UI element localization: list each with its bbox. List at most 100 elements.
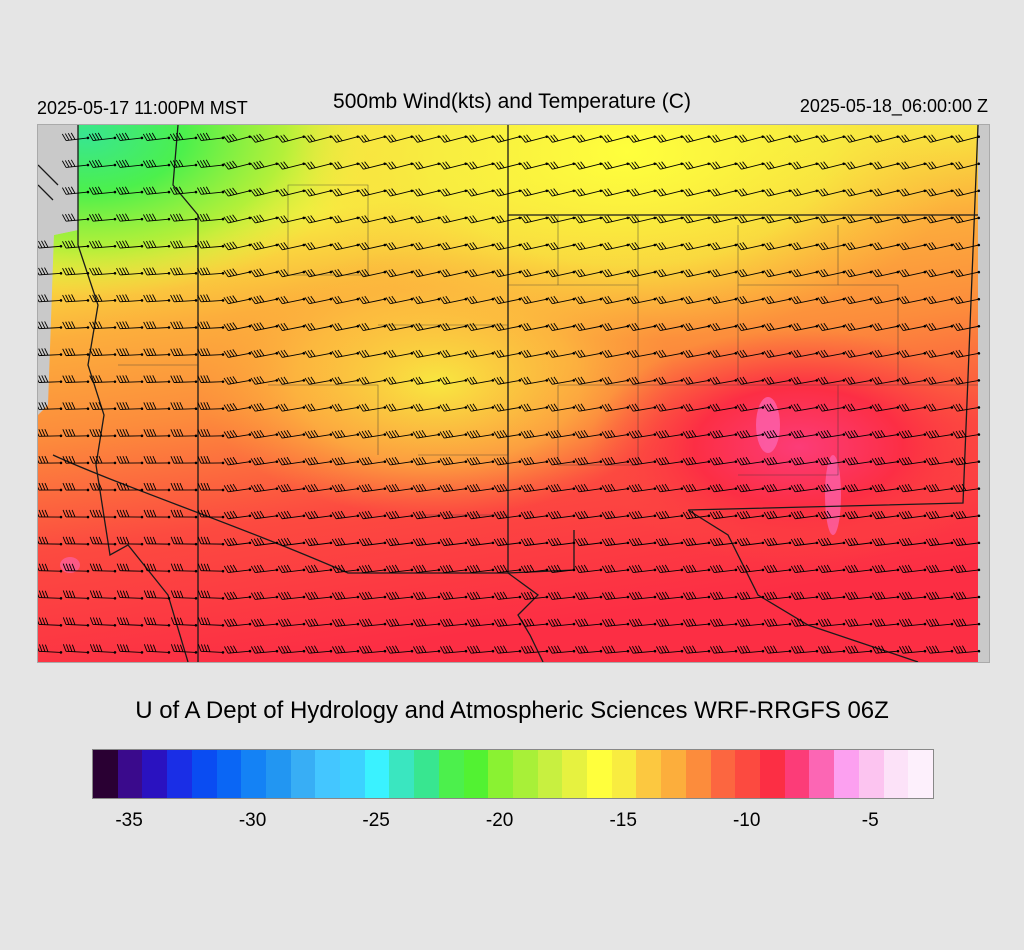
wind-barb	[439, 403, 468, 412]
wind-barb	[358, 215, 387, 224]
wind-barb	[412, 376, 441, 385]
wind-barb	[655, 510, 684, 520]
wind-barb	[655, 564, 684, 573]
wind-barb	[466, 188, 495, 197]
wind-barb	[952, 295, 981, 305]
colorbar-swatch	[587, 750, 612, 798]
wind-barb	[871, 618, 900, 627]
wind-barb	[817, 403, 846, 412]
wind-barb	[412, 295, 441, 305]
colorbar-swatch	[661, 750, 686, 798]
wind-barb	[682, 242, 711, 251]
wind-barb	[520, 456, 549, 466]
wind-barb	[358, 483, 387, 493]
wind-barb	[331, 134, 360, 143]
wind-barb	[655, 376, 684, 385]
wind-barb	[89, 294, 117, 303]
wind-barb	[89, 348, 117, 357]
wind-barb	[655, 591, 684, 600]
colorbar-swatch	[784, 750, 810, 798]
wind-barb	[62, 482, 90, 492]
wind-barb	[277, 618, 306, 627]
wind-barb	[601, 161, 630, 170]
wind-barb	[170, 267, 198, 276]
wind-barb	[493, 483, 522, 493]
wind-barb	[331, 483, 360, 493]
wind-barb	[574, 618, 603, 627]
wind-barb	[709, 322, 738, 331]
wind-barb	[304, 161, 333, 170]
wind-barb	[466, 564, 495, 573]
wind-barb	[817, 429, 846, 439]
wind-barb	[547, 215, 576, 224]
colorbar-swatch	[562, 750, 588, 798]
wind-barb	[763, 456, 792, 466]
wind-barb	[628, 349, 657, 358]
wind-barb	[628, 403, 657, 412]
wind-barb	[574, 188, 603, 197]
wind-barb	[763, 510, 792, 520]
wind-barb	[547, 483, 576, 493]
wind-barb	[493, 295, 522, 305]
wind-barb	[736, 295, 765, 305]
wind-barb	[628, 134, 657, 143]
wind-barb	[386, 645, 414, 654]
wind-barb	[601, 618, 630, 627]
wind-barb	[89, 267, 117, 276]
wind-barb	[844, 322, 873, 331]
wind-barb	[601, 269, 630, 278]
wind-barb	[439, 322, 468, 331]
wind-barb	[439, 349, 468, 358]
colorbar-swatch	[414, 750, 439, 798]
wind-barb	[385, 322, 414, 331]
colorbar-swatch	[315, 750, 341, 798]
wind-barb	[952, 483, 981, 493]
wind-barb	[817, 242, 846, 251]
wind-barb	[709, 537, 738, 547]
wind-barb	[143, 213, 171, 222]
wind-barb	[493, 429, 522, 439]
wind-barb	[628, 564, 657, 573]
wind-barb	[197, 267, 225, 276]
wind-barb	[170, 213, 198, 222]
wind-barb	[169, 186, 198, 195]
wind-barb	[385, 537, 414, 547]
wind-barb	[251, 645, 279, 654]
wind-barb	[898, 510, 927, 520]
wind-barb	[412, 456, 441, 466]
wind-barb	[790, 295, 819, 305]
wind-barb	[682, 322, 711, 331]
wind-barb	[547, 403, 576, 412]
wind-barb	[952, 161, 981, 170]
wind-barb	[116, 536, 144, 546]
wind-barb	[89, 536, 117, 546]
wind-barb	[38, 294, 63, 303]
wind-barb	[736, 564, 765, 573]
wind-barb	[520, 483, 549, 493]
wind-barb	[817, 537, 846, 547]
wind-barb	[385, 510, 414, 520]
wind-barb	[331, 591, 360, 600]
wind-barb	[655, 429, 684, 439]
wind-barb	[466, 537, 495, 547]
wind-barb	[790, 510, 819, 520]
wind-barb	[358, 564, 387, 573]
wind-barb	[250, 564, 279, 573]
wind-barb	[925, 537, 954, 547]
wind-barb	[845, 645, 873, 654]
colorbar-tick-label: -25	[362, 810, 390, 831]
wind-barb	[223, 241, 252, 251]
wind-barb	[655, 403, 684, 412]
wind-barb	[493, 537, 522, 547]
wind-barb	[89, 321, 117, 330]
wind-barb	[38, 455, 63, 465]
wind-barb	[197, 428, 225, 438]
model-credit: U of A Dept of Hydrology and Atmospheric…	[135, 697, 889, 724]
wind-barb	[223, 537, 252, 547]
wind-barb	[763, 376, 792, 385]
colorbar-swatch	[858, 750, 884, 798]
wind-barb	[304, 403, 333, 412]
wind-barb	[493, 618, 522, 627]
wind-barb	[143, 482, 171, 492]
wind-barb	[898, 188, 927, 197]
